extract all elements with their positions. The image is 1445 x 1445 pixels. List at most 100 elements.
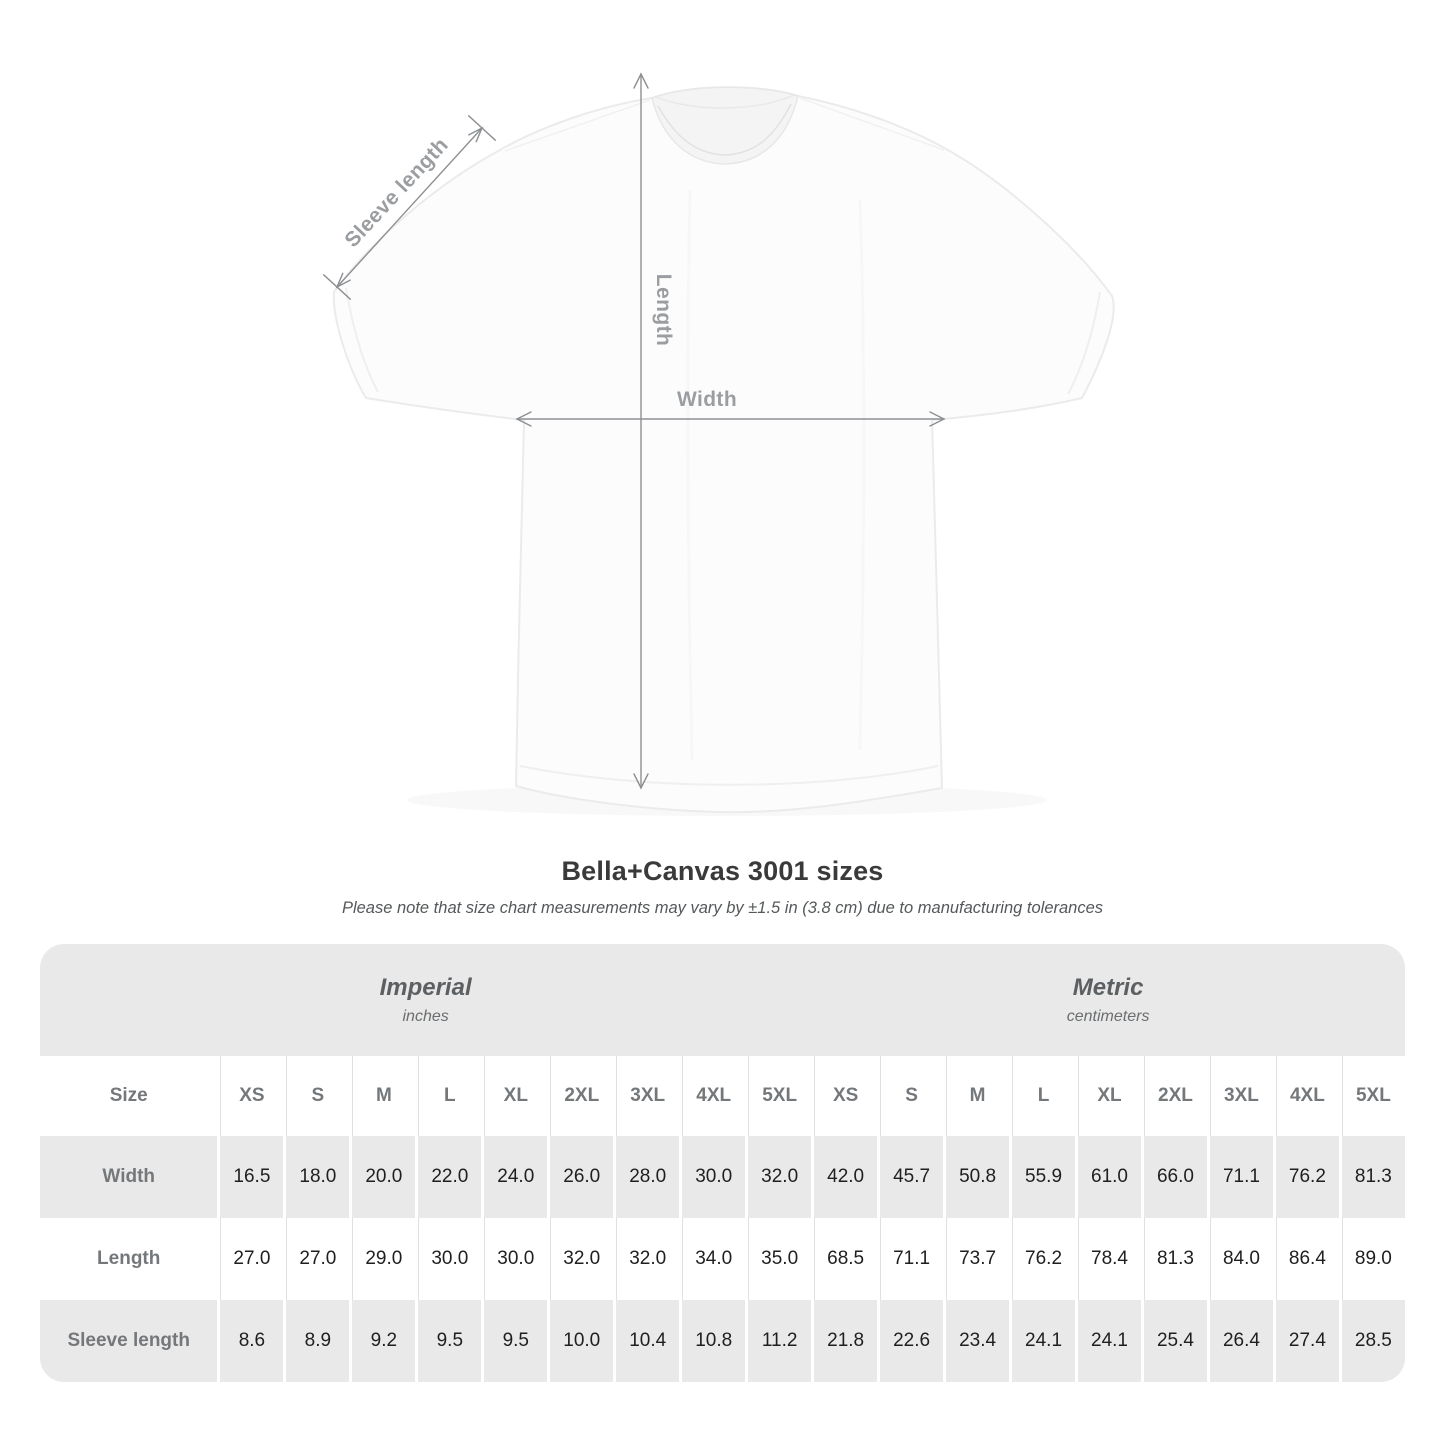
value-cell: 9.5 [481,1300,547,1382]
size-table: Imperial inches Metric centimeters Size … [40,944,1405,1382]
shirt-shoulder-seams [504,97,945,152]
value-cell: 23.4 [943,1300,1009,1382]
value-cell: 86.4 [1272,1218,1339,1300]
length-arrow [633,72,649,790]
size-header-cell: S [877,1056,944,1136]
row-label: Sleeve length [67,1330,190,1351]
value-cell: 27.4 [1272,1300,1339,1382]
size-header-cell: 3XL [1206,1056,1273,1136]
value-cell: 73.7 [943,1218,1010,1300]
value-cell: 81.3 [1141,1218,1207,1300]
size-header-cell: 5XL [1338,1056,1405,1136]
value-cell: 76.2 [1272,1136,1339,1218]
row-label: Length [97,1248,161,1269]
imperial-header: Imperial inches [40,944,811,1056]
sleeve-length-arrow [323,115,496,300]
value-cell: 30.0 [679,1136,745,1218]
value-cell: 30.0 [481,1218,548,1300]
shirt-body [332,86,1115,814]
value-cell: 76.2 [1009,1218,1076,1300]
value-cell: 8.6 [217,1300,283,1382]
tolerance-note: Please note that size chart measurements… [341,899,1104,917]
value-cell: 18.0 [283,1136,349,1218]
size-header-cell: S [283,1056,350,1136]
value-cell: 27.0 [283,1218,350,1300]
value-cell: 24.1 [1009,1300,1075,1382]
value-cell: 66.0 [1141,1136,1207,1218]
length-label: Length [652,273,675,347]
value-cell: 26.0 [547,1136,613,1218]
value-cell: 22.0 [415,1136,481,1218]
measurement-rows: Width 16.5 18.0 20.0 22.0 24.0 26.0 28.0 30.0 32.… [40,1136,1405,1382]
row-label: Width [102,1166,156,1187]
shirt-seams [345,287,1101,786]
size-header-cell: 3XL [613,1056,680,1136]
table-row: Width 16.5 18.0 20.0 22.0 24.0 26.0 28.0 30.0 32.… [40,1136,1405,1218]
value-cell: 26.4 [1206,1300,1273,1382]
value-cell: 61.0 [1075,1136,1141,1218]
value-cell: 10.0 [547,1300,613,1382]
value-cell: 32.0 [547,1218,614,1300]
value-cell: 22.6 [877,1300,943,1382]
table-row: Sleeve length 8.6 8.9 9.2 9.5 9.5 10.0 10.4 10.8… [40,1300,1405,1382]
value-cell: 27.0 [217,1218,284,1300]
value-cell: 71.1 [877,1218,944,1300]
size-column-header: Size [109,1085,148,1106]
size-header-cell: L [1009,1056,1076,1136]
value-cell: 32.0 [613,1218,680,1300]
metric-title: Metric [1072,974,1144,1001]
value-cell: 55.9 [1009,1136,1075,1218]
size-header-cell: XL [481,1056,548,1136]
value-cell: 9.5 [415,1300,481,1382]
value-cell: 9.2 [349,1300,415,1382]
width-arrow [515,411,946,427]
value-cell: 68.5 [811,1218,878,1300]
value-cell: 35.0 [745,1218,812,1300]
table-row: Length 27.0 27.0 29.0 30.0 30.0 32.0 32.0 34.0 35… [40,1218,1405,1300]
value-cell: 28.0 [613,1136,679,1218]
value-cell: 11.2 [745,1300,811,1382]
value-cell: 84.0 [1206,1218,1273,1300]
shirt-fabric-folds [686,189,866,761]
value-cell: 24.1 [1075,1300,1141,1382]
page-title: Bella+Canvas 3001 sizes [561,856,884,886]
value-cell: 78.4 [1075,1218,1141,1300]
value-cell: 28.5 [1338,1300,1405,1382]
tshirt-measurement-diagram: Sleeve length Length Width [323,72,1115,814]
value-cell: 10.8 [679,1300,745,1382]
table-header-band: Imperial inches Metric centimeters [40,944,1405,1056]
imperial-unit: inches [402,1008,449,1025]
size-header-cell: 4XL [679,1056,746,1136]
value-cell: 42.0 [811,1136,877,1218]
size-header-cell: L [415,1056,482,1136]
value-cell: 16.5 [217,1136,283,1218]
value-cell: 45.7 [877,1136,943,1218]
size-header-cell: 5XL [745,1056,812,1136]
metric-unit: centimeters [1066,1008,1150,1025]
metric-header: Metric centimeters [811,944,1405,1056]
shirt-back-collar-seam [655,94,795,109]
value-cell: 50.8 [943,1136,1009,1218]
size-header-cell: M [349,1056,416,1136]
value-cell: 10.4 [613,1300,679,1382]
value-cell: 24.0 [481,1136,547,1218]
value-cell: 81.3 [1338,1136,1405,1218]
size-header-cell: M [943,1056,1010,1136]
shirt-neck-opening [651,86,799,165]
value-cell: 20.0 [349,1136,415,1218]
size-header-row: Size XS S M L XL 2XL 3XL 4XL 5XL XS S M L XL 2XL 3XL 4XL… [40,1056,1405,1136]
size-header-cell: 2XL [1141,1056,1207,1136]
tshirt-illustration [323,72,1115,814]
value-cell: 30.0 [415,1218,482,1300]
value-cell: 34.0 [679,1218,746,1300]
value-cell: 29.0 [349,1218,416,1300]
size-header-cell: XS [217,1056,284,1136]
value-cell: 32.0 [745,1136,811,1218]
shirt-collar-rib [657,103,792,156]
size-header-cell: XL [1075,1056,1141,1136]
value-cell: 71.1 [1206,1136,1273,1218]
size-header-cell: 4XL [1272,1056,1339,1136]
value-cell: 8.9 [283,1300,349,1382]
value-cell: 21.8 [811,1300,877,1382]
size-header-cell: XS [811,1056,878,1136]
